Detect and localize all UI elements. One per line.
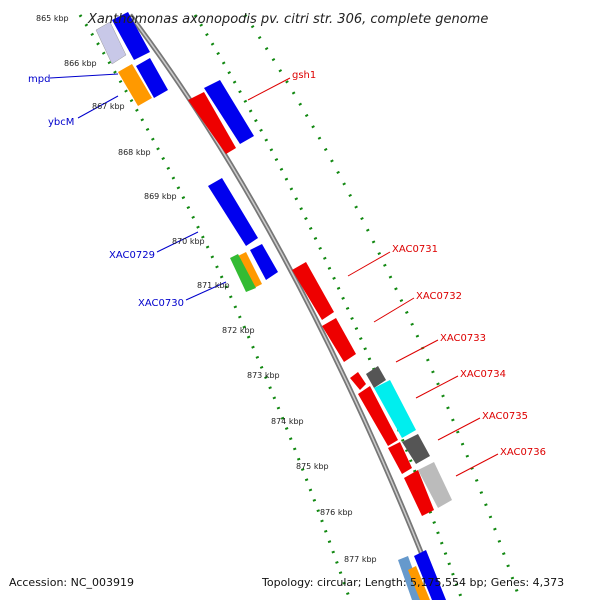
gene-green-xac0730[interactable] [230, 254, 256, 292]
kbp-tick: 870 kbp [172, 237, 205, 246]
gene-red-xac0734[interactable] [358, 386, 398, 446]
gene-features [95, 12, 452, 600]
gene-orange-mpd[interactable] [118, 64, 152, 106]
kbp-tick: 875 kbp [296, 462, 329, 471]
gene-label-xac0735[interactable]: XAC0735 [482, 411, 528, 422]
kbp-ticks: 865 kbp 866 kbp 867 kbp 868 kbp 869 kbp … [36, 14, 377, 564]
kbp-tick: 866 kbp [64, 59, 97, 68]
kbp-tick: 868 kbp [118, 148, 151, 157]
gene-label-gsh1[interactable]: gsh1 [292, 70, 316, 81]
genome-backbone-highlight [129, 14, 441, 600]
kbp-tick: 874 kbp [271, 417, 304, 426]
far-dotted-track [243, 14, 522, 600]
gene-label-mpd[interactable]: mpd [28, 74, 50, 85]
gene-blue-mpd[interactable] [136, 58, 168, 98]
gene-orange-xac0730[interactable] [238, 252, 262, 288]
kbp-tick: 867 kbp [92, 102, 125, 111]
gene-label-xac0729[interactable]: XAC0729 [109, 250, 155, 261]
gene-blue-877a[interactable] [414, 550, 446, 600]
gene-red-xac0731[interactable] [292, 262, 334, 320]
gene-label-xac0734[interactable]: XAC0734 [460, 369, 506, 380]
gene-red-xac0735[interactable] [388, 442, 412, 474]
outer-dotted-track [193, 14, 464, 600]
gene-red-xac0733a[interactable] [350, 372, 366, 390]
gene-label-ybcM[interactable]: ybcM [48, 117, 74, 128]
gene-lightgray-xac0736[interactable] [418, 462, 452, 508]
gene-red-xac0736[interactable] [404, 470, 434, 516]
gene-red-gsh1[interactable] [188, 92, 236, 154]
gene-orange-877[interactable] [408, 566, 430, 600]
gene-label-xac0732[interactable]: XAC0732 [416, 291, 462, 302]
gene-cyan-xac0734[interactable] [374, 380, 416, 438]
kbp-tick: 871 kbp [197, 281, 230, 290]
genome-title: Xanthomonas axonopodis pv. citri str. 30… [87, 12, 488, 27]
gene-blue-xac0729[interactable] [250, 244, 278, 280]
gene-labels: mpd ybcM gsh1 XAC0729 XAC0730 XAC0731 XA… [28, 70, 546, 458]
gene-label-xac0736[interactable]: XAC0736 [500, 447, 546, 458]
gene-blue-869[interactable] [208, 178, 258, 246]
gene-label-xac0730[interactable]: XAC0730 [138, 298, 184, 309]
gene-label-xac0733[interactable]: XAC0733 [440, 333, 486, 344]
kbp-tick: 872 kbp [222, 326, 255, 335]
gene-darkgray-xac0735[interactable] [402, 434, 430, 464]
gene-blue-gsh1[interactable] [204, 80, 254, 144]
kbp-tick: 865 kbp [36, 14, 69, 23]
gene-lightgray-865[interactable] [95, 21, 127, 65]
label-leader-lines [49, 73, 499, 477]
gene-blue-865[interactable] [112, 12, 150, 60]
kbp-tick: 873 kbp [247, 371, 280, 380]
gene-darkgray-xac0733[interactable] [366, 366, 386, 388]
kbp-tick: 869 kbp [144, 192, 177, 201]
gene-red-xac0732[interactable] [322, 318, 356, 362]
kbp-tick: 877 kbp [344, 555, 377, 564]
gene-label-xac0731[interactable]: XAC0731 [392, 244, 438, 255]
topology-text: Topology: circular; Length: 5,175,554 bp… [261, 576, 564, 589]
accession-text: Accession: NC_003919 [9, 576, 134, 589]
kbp-tick: 876 kbp [320, 508, 353, 517]
